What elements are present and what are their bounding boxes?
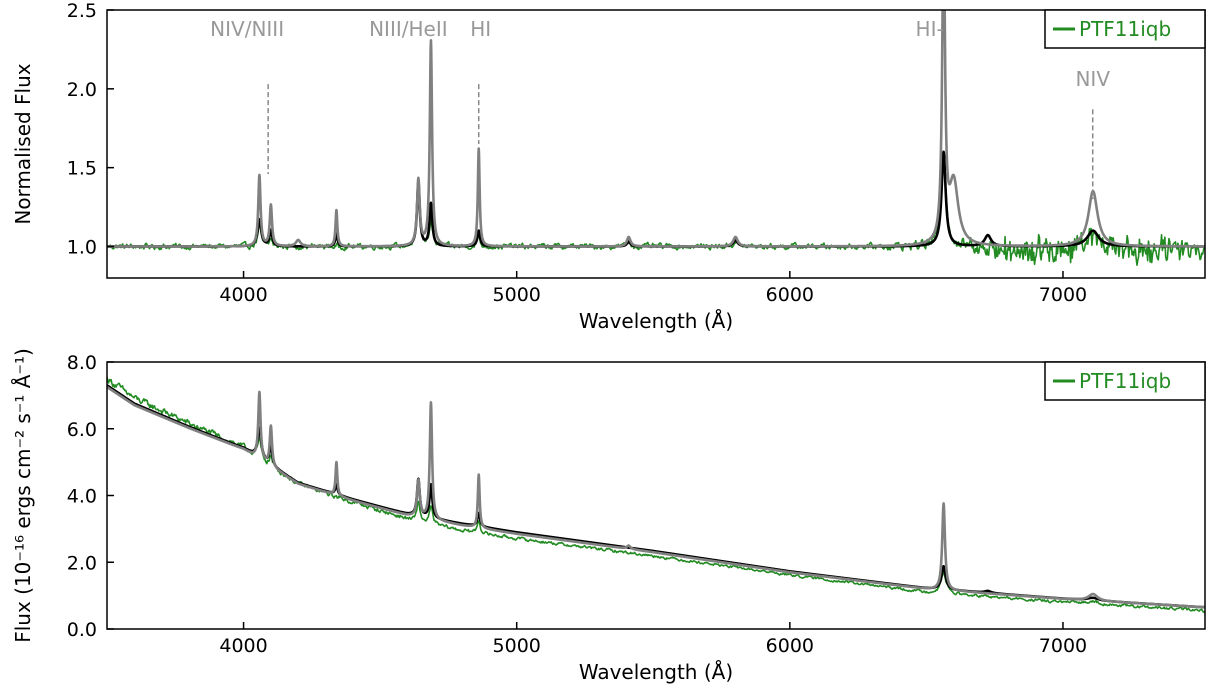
x-axis-label: Wavelength (Å) xyxy=(579,660,733,684)
x-tick-label: 4000 xyxy=(219,284,267,306)
series-line-ptf11iqb xyxy=(107,377,1205,614)
x-tick-label: 7000 xyxy=(1039,635,1087,657)
y-axis-label: Normalised Flux xyxy=(11,63,35,224)
annotation-label: NIII/HeII xyxy=(369,17,448,41)
annotation-label: NIV/NIII xyxy=(210,17,284,41)
axes-frame xyxy=(106,361,1206,630)
series-line-model-1 xyxy=(107,384,1205,609)
x-tick-label: 4000 xyxy=(219,635,267,657)
x-tick-label: 6000 xyxy=(766,635,814,657)
y-tick-label: 1.5 xyxy=(67,158,97,180)
y-tick-label: 2.0 xyxy=(67,79,97,101)
series-group xyxy=(107,377,1205,614)
y-tick-label: 8.0 xyxy=(67,352,97,374)
x-axis-label: Wavelength (Å) xyxy=(579,309,733,333)
y-tick-label: 2.5 xyxy=(67,0,97,22)
panel-2: 4000 5000 6000 7000 0.0 2.0 4.0 6.0 8.0 Wavelengt… xyxy=(11,348,1206,684)
legend-label: PTF11iqb xyxy=(1079,17,1171,41)
y-axis-label: Flux (10⁻¹⁶ ergs cm⁻² s⁻¹ Å⁻¹) xyxy=(11,348,35,643)
x-tick-label: 5000 xyxy=(493,284,541,306)
y-tick-label: 0.0 xyxy=(67,619,97,641)
y-tick-label: 6.0 xyxy=(67,419,97,441)
x-tick-label: 7000 xyxy=(1039,284,1087,306)
y-tick-label: 1.0 xyxy=(67,236,97,258)
x-tick-label: 5000 xyxy=(493,635,541,657)
legend-label: PTF11iqb xyxy=(1079,369,1171,393)
legend: PTF11iqb xyxy=(1044,361,1206,401)
y-tick-label: 2.0 xyxy=(67,552,97,574)
annotation-label: HI xyxy=(470,17,491,41)
x-tick-label: 6000 xyxy=(766,284,814,306)
annotation-label: NIV xyxy=(1075,67,1110,91)
series-line-model-2 xyxy=(107,10,1205,248)
series-group xyxy=(107,10,1205,266)
legend: PTF11iqb xyxy=(1044,9,1206,49)
series-line-model-2 xyxy=(107,385,1205,609)
panel-1: NIV/NIII NIII/HeII HI HI- NIV 4000 5000 6000 700… xyxy=(11,0,1206,333)
annotation-label: HI- xyxy=(916,17,944,41)
y-tick-label: 4.0 xyxy=(67,486,97,508)
axes-frame xyxy=(106,9,1206,279)
